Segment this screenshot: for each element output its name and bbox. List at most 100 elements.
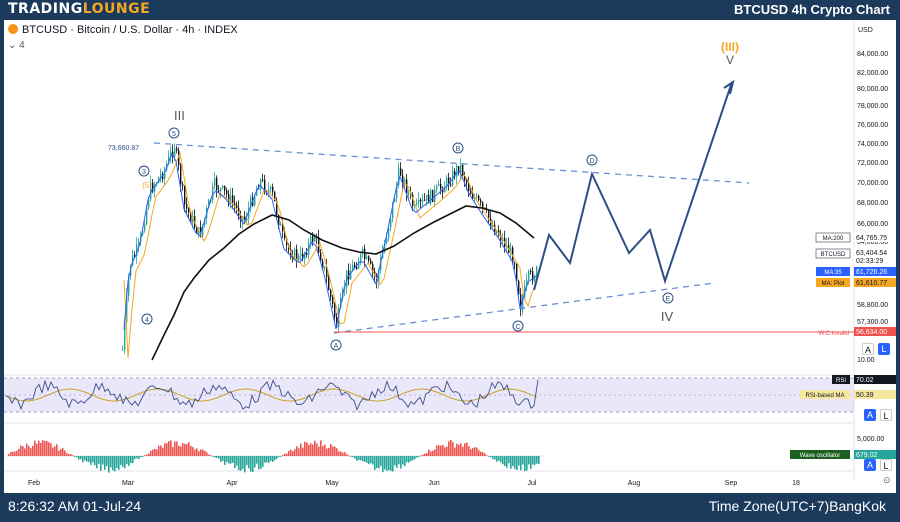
label-invalid-name: W.C.Invalid <box>819 331 849 337</box>
indicators-toggle[interactable]: ⌄ 4 <box>8 40 25 51</box>
osc-bar <box>502 456 504 465</box>
osc-bar <box>20 445 22 456</box>
osc-bar <box>258 456 260 470</box>
candle-body <box>148 199 150 208</box>
candle-body <box>370 260 372 264</box>
osc-bar <box>220 456 222 462</box>
settings-icon[interactable]: ⊙ <box>883 475 891 485</box>
osc-bar <box>334 446 336 456</box>
osc-bar <box>342 452 344 456</box>
osc-bar <box>370 456 372 464</box>
label-rsi[interactable]: RSI 70.02 <box>832 375 896 384</box>
osc-bar <box>452 442 454 456</box>
osc-bar <box>170 440 172 456</box>
candle-body <box>184 186 186 205</box>
wave-marker-4[interactable]: 4 <box>141 313 153 325</box>
candle-body <box>170 151 172 157</box>
log-scale-button-rsi[interactable]: L <box>880 409 892 421</box>
osc-bar <box>66 453 68 456</box>
label-wave[interactable]: Wave oscillator 679.02 <box>790 450 896 459</box>
candle-body <box>208 199 210 208</box>
wave-marker-d[interactable]: D <box>586 154 598 166</box>
candle-body <box>444 186 446 193</box>
osc-bar <box>380 456 382 466</box>
osc-bar <box>128 456 130 466</box>
auto-scale-button-main[interactable]: A <box>862 343 874 355</box>
osc-bar <box>348 455 350 457</box>
wave-marker-3[interactable]: 3 <box>138 165 150 177</box>
osc-bar <box>36 443 38 456</box>
wave-marker-a[interactable]: A <box>330 339 342 351</box>
label-ma35[interactable]: MA:35 61,726.26 <box>816 267 896 276</box>
osc-bar <box>68 454 70 456</box>
osc-bar <box>312 444 314 456</box>
candle-body <box>160 174 162 178</box>
candle-body <box>328 277 330 290</box>
osc-bar <box>532 456 534 465</box>
auto-scale-button-osc[interactable]: A <box>864 459 876 471</box>
wave-marker-b-text: B <box>456 146 461 153</box>
candle-body <box>172 151 174 157</box>
osc-bar <box>396 456 398 468</box>
osc-bar <box>468 446 470 456</box>
candle-body <box>268 189 270 193</box>
label-invalid[interactable]: W.C.Invalid 56,634.00 <box>819 327 896 337</box>
osc-bar <box>44 440 46 456</box>
auto-scale-button-rsi[interactable]: A <box>864 409 876 421</box>
wave-marker-b[interactable]: B <box>452 142 464 154</box>
label-rsi-value: 70.02 <box>856 377 874 384</box>
osc-bar <box>428 449 430 456</box>
candle-body <box>182 184 184 187</box>
wave-marker-e[interactable]: E <box>662 292 674 304</box>
osc-bar <box>94 456 96 466</box>
candle-body <box>264 179 266 192</box>
log-scale-button-osc[interactable]: L <box>880 459 892 471</box>
label-maplot-name: MA: Plot <box>822 281 845 287</box>
candle-body <box>276 200 278 216</box>
wave-marker-c[interactable]: C <box>512 320 524 332</box>
osc-bar <box>174 441 176 456</box>
symbol-header[interactable]: BTCUSD · Bitcoin / U.S. Dollar · 4h · IN… <box>8 24 238 36</box>
price-tick: 58,800.00 <box>857 302 888 309</box>
label-ma200[interactable]: MA:200 64,765.75 <box>815 232 896 243</box>
osc-bar <box>362 456 364 462</box>
label-rsi-ma[interactable]: RSI-based MA 50.39 <box>800 390 896 399</box>
triangle-lower-trendline[interactable] <box>333 282 715 334</box>
candle-body <box>496 230 498 234</box>
log-scale-button-main[interactable]: L <box>878 343 890 355</box>
footer-bar: 8:26:32 AM 01-Jul-24 Time Zone(UTC+7)Ban… <box>0 493 900 522</box>
osc-bar <box>272 456 274 462</box>
candle-body <box>180 165 182 185</box>
osc-bar <box>206 452 208 456</box>
wave-marker-5[interactable]: 5 <box>168 127 180 139</box>
candle-body <box>234 203 236 206</box>
candle-body <box>336 316 338 328</box>
osc-bar <box>48 442 50 456</box>
osc-bar <box>400 456 402 469</box>
osc-bar <box>316 443 318 456</box>
candle-body <box>488 210 490 219</box>
candle-body <box>138 241 140 245</box>
triangle-upper-trendline[interactable] <box>153 142 750 184</box>
chart-frame[interactable]: III (III) V IV 73,660.87 5 3 (5) 4 A B C… <box>4 20 896 493</box>
candle-body <box>188 208 190 213</box>
candle-body <box>356 266 358 269</box>
wave-projection-path[interactable] <box>533 81 733 291</box>
candle-body <box>228 194 230 204</box>
osc-bar <box>462 446 464 456</box>
osc-bar <box>320 440 322 456</box>
osc-bar <box>218 456 220 459</box>
candle-body <box>476 195 478 198</box>
chart-svg[interactable]: III (III) V IV 73,660.87 5 3 (5) 4 A B C… <box>4 20 896 493</box>
osc-bar <box>484 453 486 456</box>
label-maplot[interactable]: MA: Plot 61,610.77 <box>816 278 896 287</box>
osc-bar <box>188 442 190 456</box>
osc-bar <box>324 444 326 456</box>
osc-bar <box>126 456 128 465</box>
candle-body <box>362 248 364 254</box>
osc-bar <box>62 448 64 456</box>
osc-bar <box>352 456 354 458</box>
osc-bar <box>200 449 202 456</box>
osc-bar <box>282 455 284 456</box>
